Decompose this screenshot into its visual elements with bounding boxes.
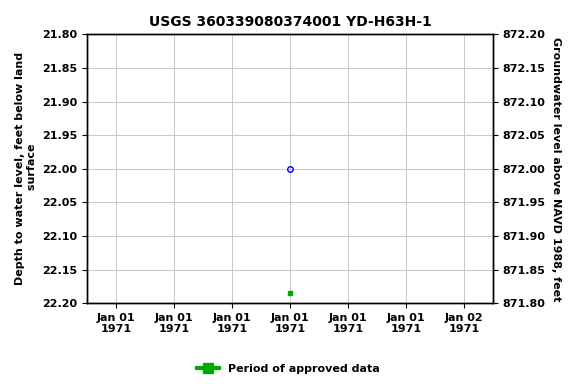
Y-axis label: Depth to water level, feet below land
 surface: Depth to water level, feet below land su…: [15, 52, 37, 285]
Title: USGS 360339080374001 YD-H63H-1: USGS 360339080374001 YD-H63H-1: [149, 15, 431, 29]
Y-axis label: Groundwater level above NAVD 1988, feet: Groundwater level above NAVD 1988, feet: [551, 36, 561, 301]
Legend: Period of approved data: Period of approved data: [192, 359, 384, 379]
